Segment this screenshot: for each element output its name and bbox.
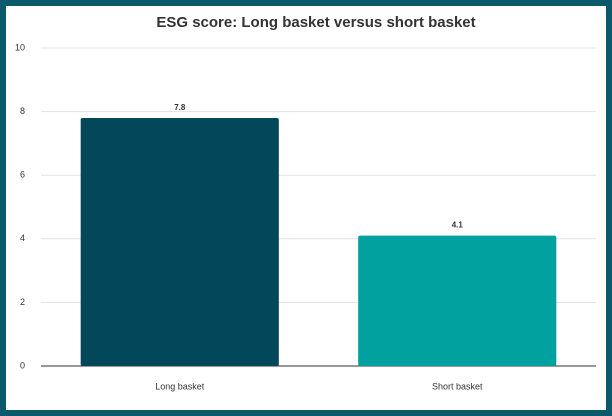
bar: [80, 117, 279, 367]
y-tick-label: 10: [15, 42, 25, 52]
x-tick-label: Short basket: [432, 381, 483, 391]
y-tick-label: 4: [20, 233, 25, 243]
bar: [358, 235, 557, 366]
y-tick-label: 2: [20, 297, 25, 307]
y-tick-label: 0: [20, 360, 25, 370]
chart-title: ESG score: Long basket versus short bask…: [156, 14, 475, 31]
value-label: 4.1: [452, 221, 464, 230]
x-tick-label: Long basket: [155, 381, 205, 391]
y-tick-label: 8: [20, 106, 25, 116]
value-label: 7.8: [174, 103, 186, 112]
chart: ESG score: Long basket versus short bask…: [15, 14, 596, 391]
y-tick-label: 6: [20, 170, 25, 180]
